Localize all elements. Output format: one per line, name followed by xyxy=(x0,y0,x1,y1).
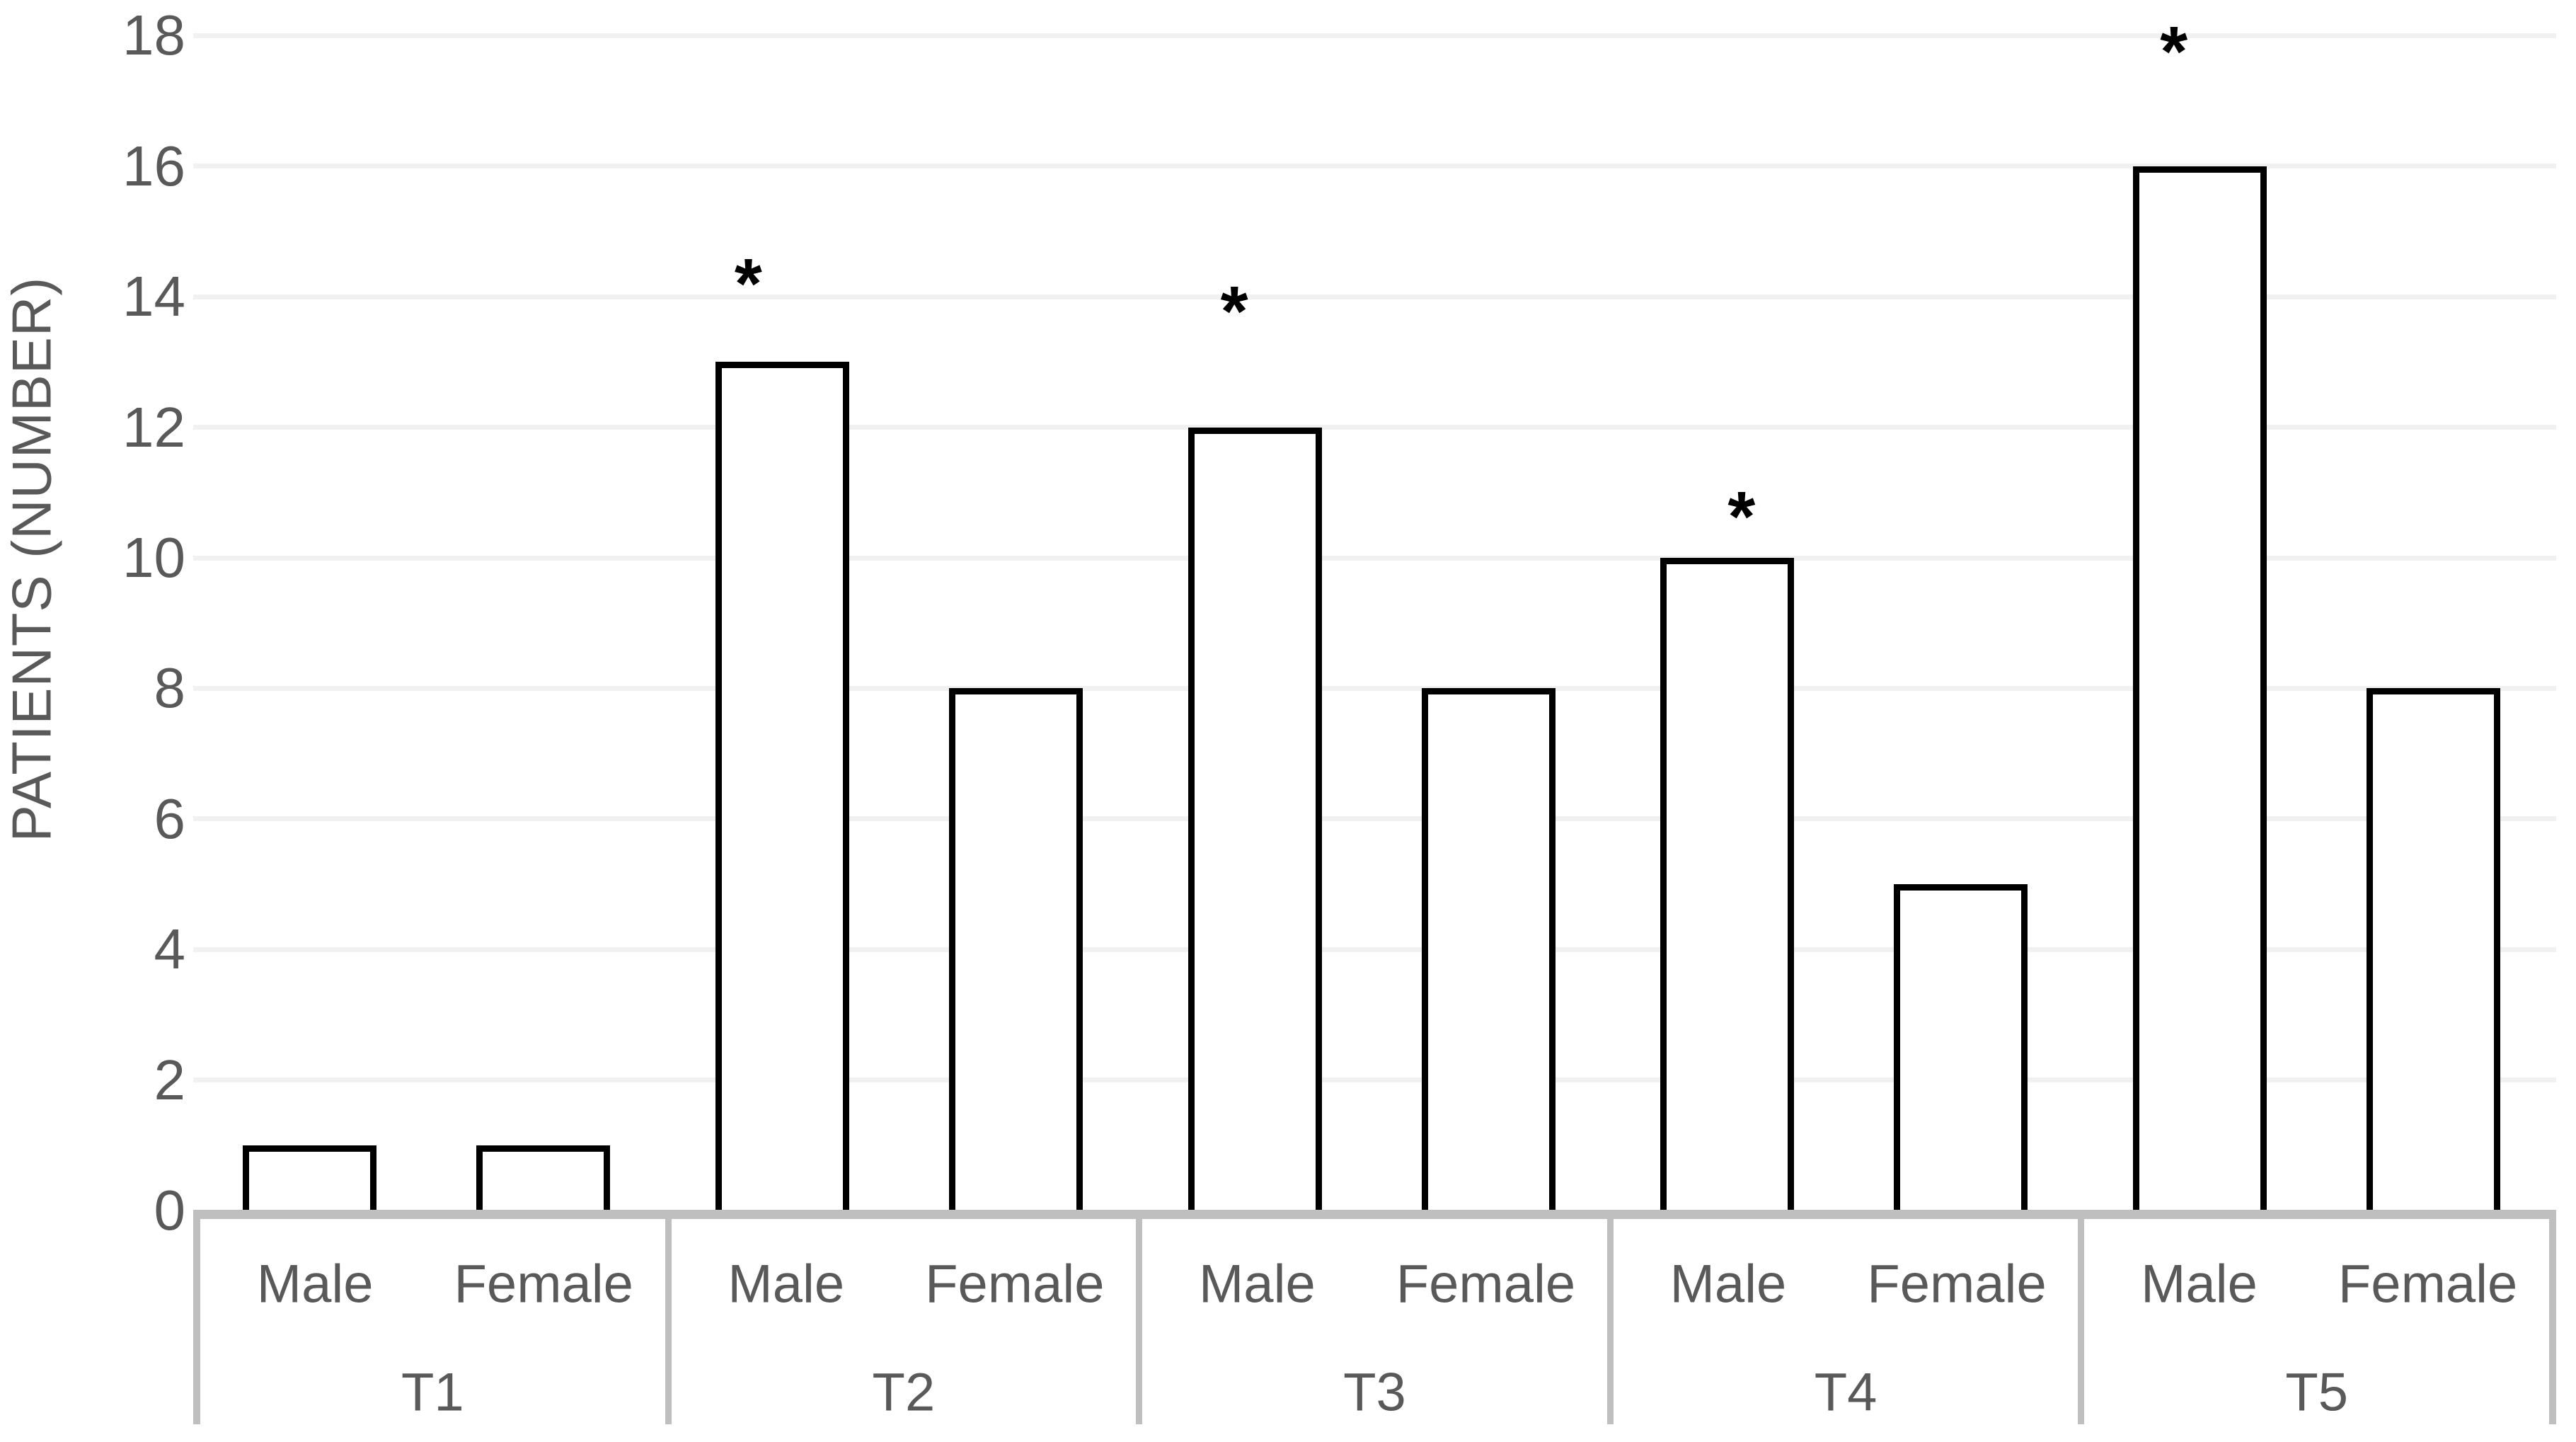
bar-male-T5 xyxy=(2133,166,2267,1213)
bar-female-T3 xyxy=(1421,688,1556,1213)
gridline-y-8 xyxy=(193,685,2556,691)
series-label-male-T1: Male xyxy=(256,1254,374,1315)
series-label-male-T5: Male xyxy=(2141,1254,2258,1315)
series-label-female-T3: Female xyxy=(1396,1254,1576,1315)
significance-asterisk-T2: * xyxy=(734,244,762,324)
group-label-T5: T5 xyxy=(2285,1362,2349,1423)
bar-female-T2 xyxy=(948,688,1083,1213)
series-label-female-T1: Female xyxy=(454,1254,633,1315)
gridline-y-10 xyxy=(193,555,2556,561)
bar-male-T1 xyxy=(243,1145,376,1213)
y-tick-label-14: 14 xyxy=(122,265,185,328)
series-label-male-T2: Male xyxy=(728,1254,845,1315)
group-cell-T2: Male Female T2 xyxy=(665,1219,1137,1424)
y-tick-label-12: 12 xyxy=(122,395,185,459)
series-label-female-T4: Female xyxy=(1867,1254,2047,1315)
significance-asterisk-T5: * xyxy=(2160,11,2188,91)
y-tick-label-4: 4 xyxy=(154,917,186,981)
gridline-y-16 xyxy=(193,164,2556,169)
gridline-y-6 xyxy=(193,816,2556,822)
group-cell-T3: Male Female T3 xyxy=(1136,1219,1607,1424)
significance-asterisk-T4: * xyxy=(1727,477,1756,556)
series-label-female-T5: Female xyxy=(2338,1254,2518,1315)
bar-female-T5 xyxy=(2367,688,2501,1213)
significance-asterisk-T3: * xyxy=(1220,271,1248,351)
bar-male-T3 xyxy=(1188,427,1322,1213)
y-tick-label-0: 0 xyxy=(154,1179,186,1242)
y-tick-label-18: 18 xyxy=(122,4,185,67)
gridline-y-2 xyxy=(193,1077,2556,1083)
group-label-T4: T4 xyxy=(1814,1362,1878,1423)
group-cell-T1: Male Female T1 xyxy=(200,1219,665,1424)
gridline-y-14 xyxy=(193,294,2556,299)
group-label-T3: T3 xyxy=(1343,1362,1406,1423)
gridline-y-12 xyxy=(193,425,2556,430)
group-label-T1: T1 xyxy=(401,1362,464,1423)
group-cell-T4: Male Female T4 xyxy=(1606,1219,2078,1424)
series-label-male-T4: Male xyxy=(1669,1254,1787,1315)
bar-male-T4 xyxy=(1660,558,1795,1213)
gridline-y-18 xyxy=(193,33,2556,38)
y-tick-label-10: 10 xyxy=(122,526,185,589)
gridline-y-4 xyxy=(193,946,2556,952)
y-tick-label-16: 16 xyxy=(122,134,185,198)
bar-female-T1 xyxy=(476,1145,610,1213)
group-cell-T5: Male Female T5 xyxy=(2078,1219,2549,1424)
bar-female-T4 xyxy=(1894,884,2028,1213)
series-label-male-T3: Male xyxy=(1198,1254,1316,1315)
series-label-female-T2: Female xyxy=(925,1254,1105,1315)
bar-male-T2 xyxy=(715,362,849,1213)
y-tick-label-2: 2 xyxy=(154,1048,186,1111)
y-tick-label-8: 8 xyxy=(154,656,186,720)
y-tick-label-6: 6 xyxy=(154,786,186,850)
group-label-T2: T2 xyxy=(872,1362,936,1423)
category-axis-table: Male Female T1 Male Female T2 Male Female T3 Male… xyxy=(193,1210,2556,1424)
